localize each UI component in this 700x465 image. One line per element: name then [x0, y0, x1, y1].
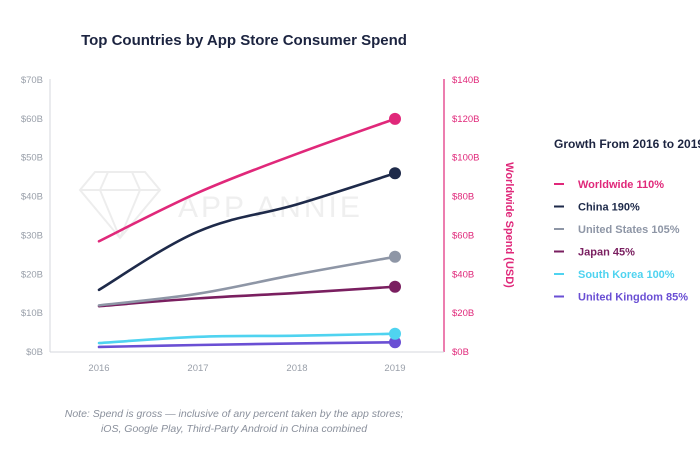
series-line	[97, 255, 397, 307]
y-tick-right-label: $0B	[452, 347, 469, 358]
series-line	[97, 171, 397, 292]
legend-title: Growth From 2016 to 2019	[554, 137, 700, 151]
legend-entry: China 190%	[578, 202, 640, 214]
x-tick-label: 2019	[384, 363, 405, 374]
series-line	[97, 285, 397, 308]
series-end-point	[389, 280, 401, 293]
x-tick-label: 2018	[286, 363, 307, 374]
y-tick-right-label: $40B	[452, 269, 474, 280]
chart-title: Top Countries by App Store Consumer Spen…	[81, 32, 407, 49]
y-tick-left-label: $50B	[21, 153, 43, 164]
legend-entry: Worldwide 110%	[578, 179, 664, 191]
y-tick-left-label: $0B	[26, 347, 43, 358]
series-points	[389, 112, 401, 349]
series-end-point	[389, 250, 401, 263]
legend-entry: United States 105%	[578, 224, 680, 236]
y-tick-left-label: $20B	[21, 269, 43, 280]
series-line	[97, 117, 397, 243]
y-tick-left-label: $30B	[21, 230, 43, 241]
x-ticks: 2016 2017 2018 2019	[88, 363, 405, 374]
note-line-1: Note: Spend is gross — inclusive of any …	[65, 408, 404, 420]
x-tick-label: 2016	[88, 363, 109, 374]
y-tick-left-label: $60B	[21, 114, 43, 125]
y-tick-left-label: $10B	[21, 308, 43, 319]
series-lines	[97, 117, 397, 349]
y-axis-right-label: Worldwide Spend (USD)	[503, 162, 515, 288]
y-ticks-right: $0B $20B $40B $60B $80B $100B $120B $140B	[452, 75, 479, 358]
y-tick-right-label: $120B	[452, 114, 479, 125]
legend-entry: Japan 45%	[578, 247, 635, 259]
y-ticks-left: $0B $10B $20B $30B $40B $50B $60B $70B	[21, 75, 43, 358]
y-tick-right-label: $60B	[452, 230, 474, 241]
series-end-point	[389, 112, 401, 125]
y-tick-right-label: $140B	[452, 75, 479, 86]
y-tick-left-label: $40B	[21, 192, 43, 203]
series-end-point	[389, 336, 401, 349]
series-line	[97, 340, 397, 349]
series-end-point	[389, 327, 401, 340]
watermark-text: APP ANNIE	[178, 191, 363, 224]
legend-entry: United Kingdom 85%	[578, 292, 688, 304]
y-tick-right-label: $20B	[452, 308, 474, 319]
series-line	[97, 332, 397, 345]
note-line-2: iOS, Google Play, Third-Party Android in…	[101, 423, 368, 435]
series-end-point	[389, 167, 401, 180]
y-tick-right-label: $100B	[452, 153, 479, 164]
x-tick-label: 2017	[187, 363, 208, 374]
y-tick-left-label: $70B	[21, 75, 43, 86]
watermark: APP ANNIE	[78, 171, 363, 240]
legend: Worldwide 110% China 190% United States 10…	[554, 179, 688, 304]
y-tick-right-label: $80B	[452, 192, 474, 203]
legend-entry: South Korea 100%	[578, 269, 675, 281]
